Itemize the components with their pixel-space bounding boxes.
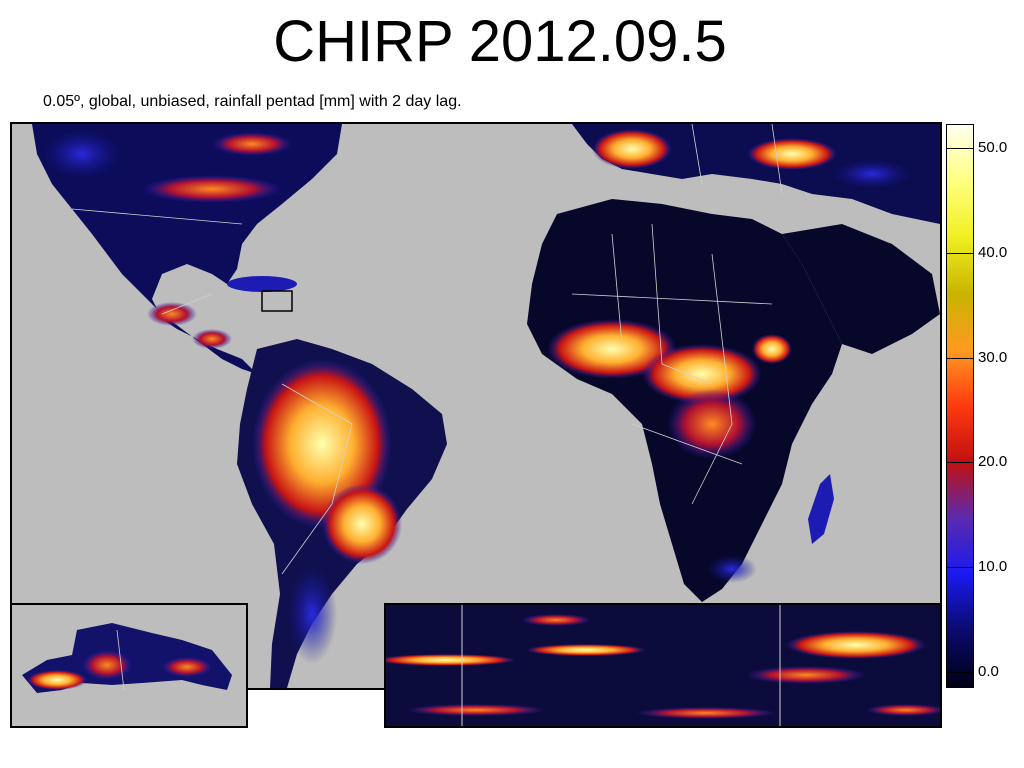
caucasus-rain [747, 138, 837, 170]
arabia-landmass [782, 224, 940, 354]
colorbar-tick [946, 462, 974, 464]
colorbar-tick [946, 357, 974, 359]
sahel-rain [547, 319, 677, 379]
madagascar-landmass [808, 474, 834, 544]
colorbar-tick [946, 148, 974, 149]
caribbean-islands [227, 276, 297, 292]
canada-west-rain [42, 129, 122, 179]
global-overview-svg [386, 605, 940, 726]
inset-marker-box [261, 290, 293, 312]
south-africa-rain [707, 555, 757, 583]
ethiopia-rain [752, 334, 792, 364]
colorbar-gradient [947, 125, 973, 687]
southern-storm-track-right [866, 704, 940, 716]
colorbar-tick-label: 20.0 [978, 453, 1008, 471]
northern-storm-track [521, 614, 591, 626]
southern-cone-rain [287, 564, 337, 664]
itcz-band-east-pacific [386, 654, 516, 666]
central-asia-rain [832, 159, 912, 189]
rainfall-colorbar [946, 124, 974, 688]
congo-rain [667, 389, 757, 459]
us-northeast-rain [212, 132, 292, 156]
hispaniola-inset-map [10, 603, 248, 728]
south-brazil-rain [322, 484, 402, 564]
colorbar-tick [946, 567, 974, 569]
colorbar-tick-label: 30.0 [978, 348, 1008, 366]
colorbar-tick [946, 252, 974, 254]
colorbar-tick-label: 50.0 [978, 139, 1008, 156]
global-overview-inset [384, 603, 942, 728]
colorbar-tick [946, 672, 974, 673]
mexico-rain [147, 302, 197, 326]
colorbar-tick-label: 40.0 [978, 243, 1008, 261]
map-title: CHIRP 2012.09.5 [273, 9, 727, 74]
colorbar-tick-label: 10.0 [978, 558, 1008, 576]
country-borders [71, 124, 783, 575]
us-rain-band [142, 175, 282, 203]
hispaniola-svg [22, 623, 232, 693]
central-america-rain [192, 329, 232, 349]
haiti-dr-border [116, 629, 125, 691]
colorbar-tick-label: 0.0 [978, 663, 999, 680]
southern-storm-track-left [406, 704, 546, 716]
alps-rain [592, 129, 672, 169]
main-map-svg [32, 124, 940, 688]
indian-ocean-rain [746, 666, 866, 684]
central-africa-rain [642, 344, 762, 404]
southern-storm-track-mid [636, 707, 776, 719]
warm-pool-rain [786, 631, 926, 659]
itcz-band-atlantic [526, 644, 646, 656]
map-subtitle: 0.05º, global, unbiased, rainfall pentad… [43, 93, 462, 110]
main-rainfall-map [10, 122, 942, 690]
